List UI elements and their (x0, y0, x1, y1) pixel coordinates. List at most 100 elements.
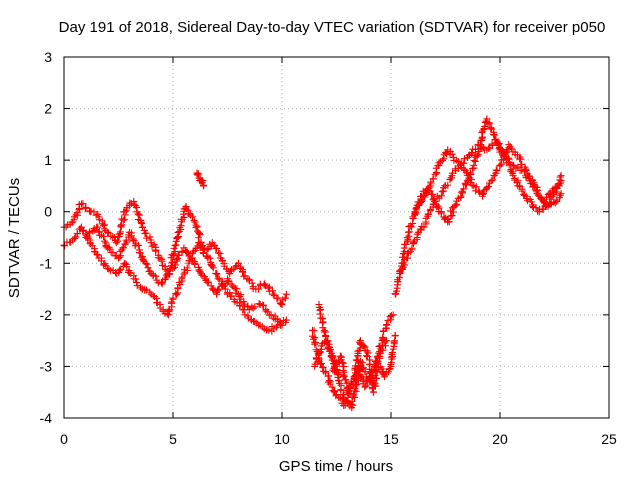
data-point-fill (452, 201, 460, 209)
data-point-fill (177, 222, 185, 230)
data-point-fill (470, 156, 478, 164)
data-point-fill (448, 150, 456, 158)
data-point-fill (180, 213, 188, 221)
data-point-fill (356, 366, 364, 374)
data-point-fill (143, 260, 151, 268)
data-point (265, 326, 273, 334)
data-point-fill (443, 150, 451, 158)
data-point (557, 177, 565, 185)
data-point-fill (125, 269, 133, 277)
data-point-fill (366, 360, 374, 368)
data-point-fill (207, 242, 215, 250)
data-point-fill (173, 291, 181, 299)
data-point-fill (532, 204, 540, 212)
data-point-fill (268, 287, 276, 295)
data-point (361, 383, 369, 391)
data-point-fill (230, 283, 238, 291)
data-point-fill (349, 393, 357, 401)
data-point-fill (172, 256, 180, 264)
data-point-fill (480, 190, 488, 198)
data-point-fill (372, 358, 380, 366)
data-point-fill (495, 140, 503, 148)
data-point-fill (194, 234, 202, 242)
data-point-fill (504, 154, 512, 162)
y-tick-label: 3 (44, 49, 52, 65)
data-point-fill (475, 187, 483, 195)
data-point-fill (472, 145, 480, 153)
data-point-fill (116, 266, 124, 274)
data-point-fill (518, 185, 526, 193)
data-point-fill (348, 397, 356, 405)
data-point (383, 337, 391, 345)
y-axis-label: SDTVAR / TECUs (6, 178, 23, 298)
data-point-fill (195, 230, 203, 238)
data-point-fill (372, 375, 380, 383)
data-point-fill (342, 376, 350, 384)
data-point-fill (492, 166, 500, 174)
data-points (60, 115, 565, 412)
data-point-fill (183, 264, 191, 272)
data-point-fill (351, 385, 359, 393)
data-point-fill (444, 181, 452, 189)
data-point-fill (379, 333, 387, 341)
data-point-fill (106, 245, 114, 253)
data-point-fill (158, 279, 166, 287)
data-point-fill (460, 155, 468, 163)
data-point-fill (143, 234, 151, 242)
data-point-fill (387, 361, 395, 369)
data-point-fill (196, 231, 204, 239)
data-point-fill (413, 230, 421, 238)
y-tick-label: -2 (40, 307, 53, 323)
data-point (191, 218, 199, 226)
data-point-fill (167, 299, 175, 307)
data-point-fill (264, 284, 272, 292)
data-point (496, 161, 504, 169)
data-point-fill (114, 237, 122, 245)
data-point-fill (325, 372, 333, 380)
data-point-fill (126, 199, 134, 207)
data-point-fill (467, 176, 475, 184)
y-tick-label: -1 (40, 255, 53, 271)
data-point (522, 166, 530, 174)
data-point-fill (197, 270, 205, 278)
data-point-fill (340, 372, 348, 380)
data-point (328, 383, 336, 391)
data-point-fill (371, 363, 379, 371)
data-point-fill (473, 152, 481, 160)
data-point-fill (94, 251, 102, 259)
data-point (557, 190, 565, 198)
data-point-fill (449, 208, 457, 216)
data-point-fill (192, 224, 200, 232)
data-point-fill (99, 233, 107, 241)
data-point (489, 130, 497, 138)
x-tick-label: 0 (60, 431, 68, 447)
data-point-fill (156, 304, 164, 312)
data-point (389, 311, 397, 319)
data-point-fill (387, 316, 395, 324)
data-point (487, 177, 495, 185)
data-point-fill (312, 339, 320, 347)
data-point-fill (485, 183, 493, 191)
data-point-fill (439, 155, 447, 163)
y-tick-label: 2 (44, 101, 52, 117)
data-point-fill (317, 359, 325, 367)
data-point (130, 197, 138, 205)
data-point-fill (468, 181, 476, 189)
data-point-fill (541, 198, 549, 206)
data-point-fill (350, 391, 358, 399)
data-point-fill (278, 300, 286, 308)
data-point-fill (152, 272, 160, 280)
data-point-fill (151, 247, 159, 255)
data-point-fill (260, 302, 268, 310)
data-point-fill (528, 198, 536, 206)
data-point-fill (86, 228, 94, 236)
data-point-fill (460, 165, 468, 173)
data-point-fill (198, 242, 206, 250)
data-point-fill (72, 233, 80, 241)
axis-ticks: 0 5 10 15 20 25 -4 -3 -2 -1 0 1 2 3 (40, 49, 617, 447)
data-point-fill (556, 191, 564, 199)
data-point-fill (403, 234, 411, 242)
data-point-fill (93, 250, 101, 258)
data-point-fill (387, 312, 395, 320)
